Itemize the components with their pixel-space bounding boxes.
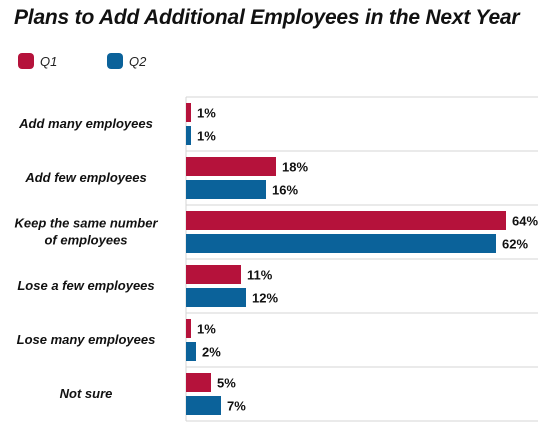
legend-label-q2: Q2 <box>129 53 147 69</box>
category-label: of employees <box>44 233 127 248</box>
data-label: 62% <box>502 237 528 252</box>
bar-q2 <box>186 126 191 145</box>
bar-q1 <box>186 373 211 392</box>
data-label: 11% <box>247 268 273 283</box>
category-label: Keep the same number <box>14 216 158 231</box>
bar-q1 <box>186 103 191 122</box>
bar-q1 <box>186 211 506 230</box>
legend-item-q1: Q1 <box>18 52 57 70</box>
legend-swatch-q2 <box>107 53 123 69</box>
bar-q2 <box>186 234 496 253</box>
bar-q2 <box>186 396 221 415</box>
bar-q2 <box>186 180 266 199</box>
bar-q2 <box>186 288 246 307</box>
data-label: 7% <box>227 399 246 414</box>
chart-title: Plans to Add Additional Employees in the… <box>14 6 520 29</box>
data-label: 16% <box>272 183 298 198</box>
category-label: Lose many employees <box>17 332 156 347</box>
category-label: Not sure <box>60 386 113 401</box>
category-label: Lose a few employees <box>17 278 154 293</box>
data-label: 12% <box>252 291 278 306</box>
legend-label-q1: Q1 <box>40 53 58 69</box>
data-label: 5% <box>217 376 236 391</box>
legend-item-q2: Q2 <box>107 52 146 70</box>
data-label: 64% <box>512 214 538 229</box>
data-label: 18% <box>282 160 308 175</box>
bar-q2 <box>186 342 196 361</box>
bar-q1 <box>186 265 241 284</box>
data-label: 1% <box>197 106 216 121</box>
data-label: 1% <box>197 129 216 144</box>
data-label: 1% <box>197 322 216 337</box>
bar-q1 <box>186 157 276 176</box>
category-label: Add few employees <box>24 170 146 185</box>
legend-swatch-q1 <box>18 53 34 69</box>
category-label: Add many employees <box>18 116 153 131</box>
bar-q1 <box>186 319 191 338</box>
data-label: 2% <box>202 345 221 360</box>
